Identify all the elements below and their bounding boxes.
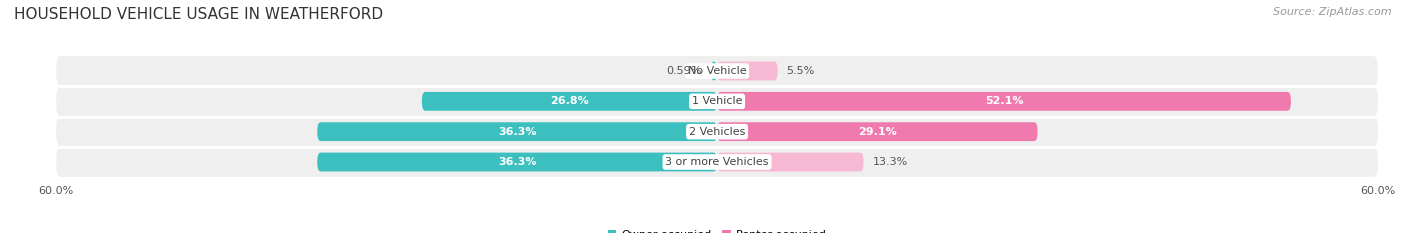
FancyBboxPatch shape <box>710 62 717 80</box>
FancyBboxPatch shape <box>318 153 717 171</box>
Text: 3 or more Vehicles: 3 or more Vehicles <box>665 157 769 167</box>
FancyBboxPatch shape <box>717 92 1291 111</box>
FancyBboxPatch shape <box>422 92 717 111</box>
FancyBboxPatch shape <box>56 117 1378 147</box>
Text: No Vehicle: No Vehicle <box>688 66 747 76</box>
FancyBboxPatch shape <box>717 122 1038 141</box>
FancyBboxPatch shape <box>717 62 778 80</box>
Text: 29.1%: 29.1% <box>858 127 897 137</box>
Text: 0.59%: 0.59% <box>666 66 702 76</box>
Text: 1 Vehicle: 1 Vehicle <box>692 96 742 106</box>
FancyBboxPatch shape <box>56 147 1378 177</box>
Text: 13.3%: 13.3% <box>872 157 908 167</box>
FancyBboxPatch shape <box>56 86 1378 116</box>
FancyBboxPatch shape <box>56 56 1378 86</box>
Text: 36.3%: 36.3% <box>498 157 537 167</box>
Text: 36.3%: 36.3% <box>498 127 537 137</box>
FancyBboxPatch shape <box>717 153 863 171</box>
Text: 5.5%: 5.5% <box>786 66 814 76</box>
Text: Source: ZipAtlas.com: Source: ZipAtlas.com <box>1274 7 1392 17</box>
Text: 26.8%: 26.8% <box>550 96 589 106</box>
Text: 52.1%: 52.1% <box>984 96 1024 106</box>
Text: HOUSEHOLD VEHICLE USAGE IN WEATHERFORD: HOUSEHOLD VEHICLE USAGE IN WEATHERFORD <box>14 7 384 22</box>
FancyBboxPatch shape <box>318 122 717 141</box>
Legend: Owner-occupied, Renter-occupied: Owner-occupied, Renter-occupied <box>603 225 831 233</box>
Text: 2 Vehicles: 2 Vehicles <box>689 127 745 137</box>
